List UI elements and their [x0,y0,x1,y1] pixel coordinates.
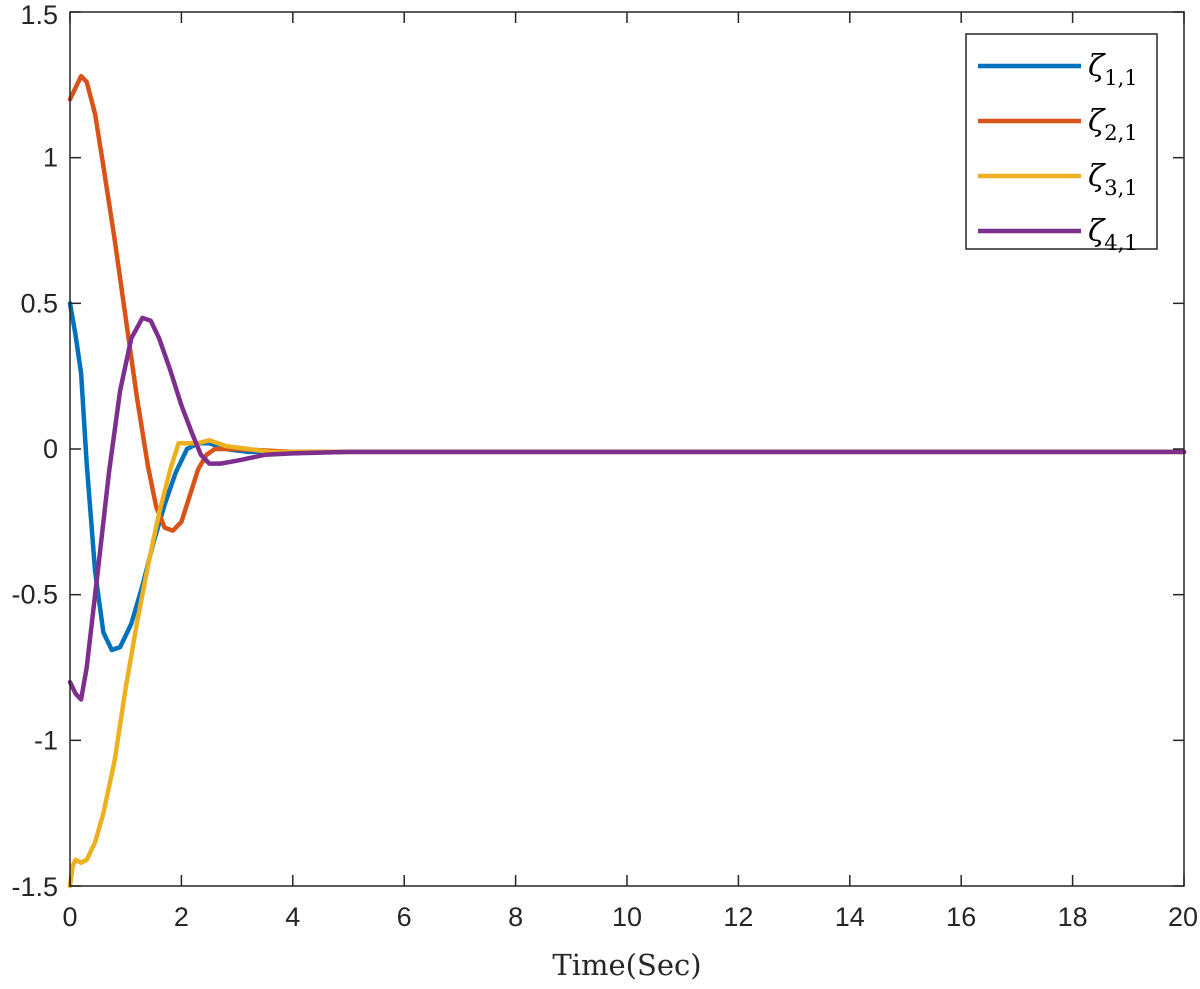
legend-label: ζ2,1 [1088,104,1138,145]
legend-label: ζ1,1 [1088,49,1138,90]
x-tick-label: 6 [397,902,412,932]
x-tick-label: 10 [612,902,642,932]
legend-symbol: ζ [1088,49,1106,84]
legend-subscript: 3,1 [1104,176,1137,200]
legend-label: ζ3,1 [1088,159,1138,200]
series-line-4 [67,315,1187,702]
legend-subscript: 2,1 [1104,121,1137,145]
y-tick-label: 0.5 [20,288,58,318]
y-tick-label: 0 [43,434,58,464]
x-tick-label: 14 [835,902,865,932]
legend-box [965,33,1158,250]
legend-label: ζ4,1 [1088,214,1138,255]
x-tick-label: 20 [1168,902,1198,932]
tick-layer: 0 2 4 6 8 10 12 14 16 18 20 -1.5 -1 -0.5 0 0.5 1 1.5 [11,0,1198,932]
x-tick-label: 0 [62,902,77,932]
legend: ζ1,1ζ2,1ζ3,1ζ4,1 [965,33,1158,255]
legend-symbol: ζ [1088,214,1106,249]
y-tick-label: -1 [34,725,58,755]
y-tick-label: 1 [43,143,58,173]
x-tick-label: 2 [174,902,189,932]
y-tick-label: 1.5 [20,0,58,30]
x-tick-label: 12 [723,902,753,932]
x-tick-label: 4 [285,902,300,932]
x-tick-label: 8 [508,902,523,932]
series-layer [67,73,1187,889]
x-tick-label: 16 [946,902,976,932]
legend-symbol: ζ [1088,104,1106,139]
legend-symbol: ζ [1088,159,1106,194]
x-axis-title: Time(Sec) [552,948,701,982]
legend-subscript: 1,1 [1104,66,1137,90]
y-tick-label: -0.5 [11,580,58,610]
x-tick-label: 18 [1058,902,1088,932]
y-tick-label: -1.5 [11,872,58,902]
legend-subscript: 4,1 [1104,231,1137,255]
